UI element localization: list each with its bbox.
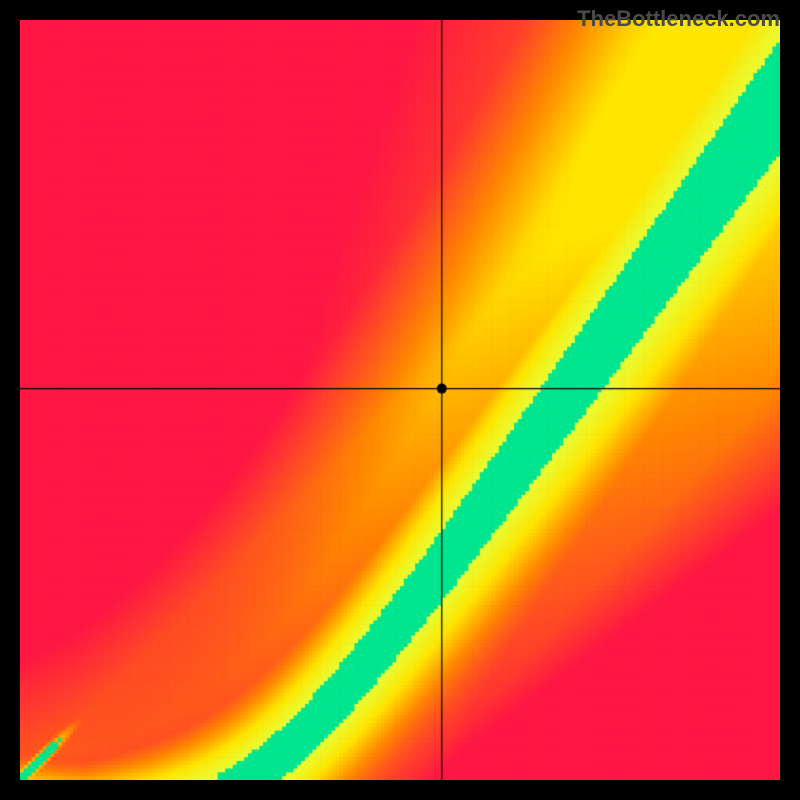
- chart-container: TheBottleneck.com: [0, 0, 800, 800]
- watermark-text: TheBottleneck.com: [577, 6, 780, 32]
- heatmap-canvas: [20, 20, 780, 780]
